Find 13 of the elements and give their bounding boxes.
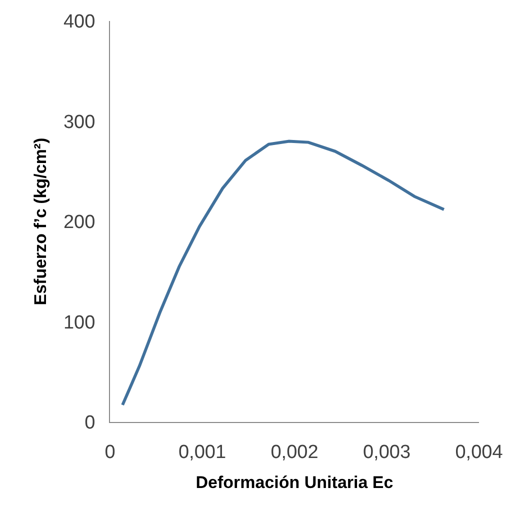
x-tick-label: 0,003: [362, 442, 411, 463]
x-tick-label: 0,001: [178, 442, 226, 463]
x-axis-title: Deformación Unitaria Ec: [196, 473, 394, 492]
y-tick-label: 200: [63, 212, 96, 234]
y-axis-title: Esfuerzo f’c (kg/cm²): [31, 138, 50, 306]
y-tick-label: 100: [63, 312, 96, 334]
y-tick-label: 300: [63, 112, 96, 133]
x-tick-label: 0,002: [270, 442, 318, 463]
line-series: [121, 140, 446, 406]
x-tick-label: 0: [104, 442, 116, 463]
x-tick-label: 0,004: [455, 442, 504, 463]
y-tick-label: 400: [63, 12, 96, 33]
y-tick-label: 0: [84, 412, 96, 434]
